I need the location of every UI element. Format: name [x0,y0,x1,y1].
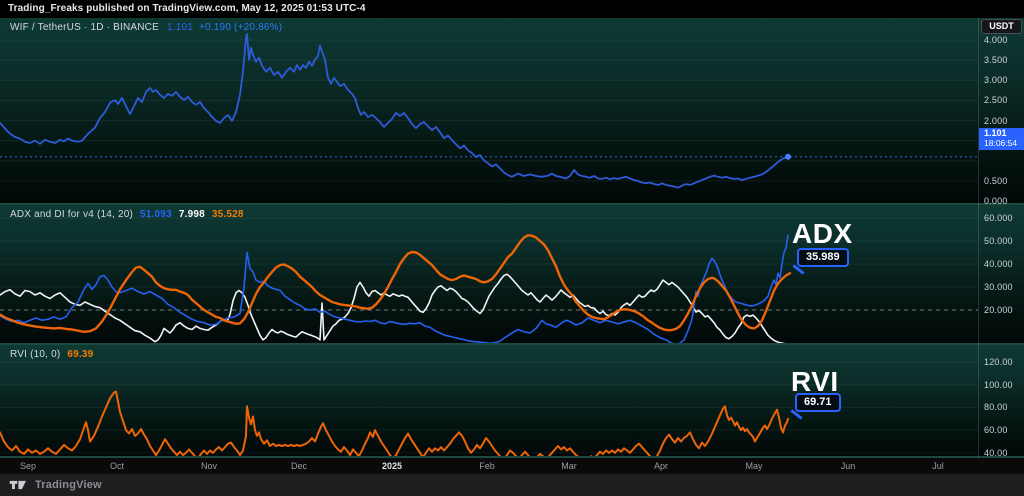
x-tick: 2025 [381,461,403,471]
rvi-indicator-title[interactable]: RVI (10, 0) [10,349,61,360]
price-chart-canvas[interactable] [0,18,978,205]
adx-value-orange: 35.528 [211,209,244,220]
rvi-y-tick: 120.00 [984,357,1013,367]
tradingview-logo-icon[interactable] [7,478,31,492]
rvi-indicator-header[interactable]: RVI (10, 0) 69.39 [10,349,93,360]
last-price: 1.101 [166,22,194,33]
series-di-plus-blue[interactable] [0,234,789,344]
adx-annotation-label[interactable]: ADX [792,218,853,249]
badge-countdown: 18:06:54 [984,138,1018,148]
rvi-pane[interactable]: RVI (10, 0) 69.39 [0,345,1024,458]
last-price-marker [785,153,791,160]
rvi-value-orange: 69.39 [67,349,94,360]
price-y-tick: 3.500 [984,55,1008,65]
attribution-bar: Trading_Freaks published on TradingView.… [0,0,1024,18]
brand-bar: TradingView [0,474,1024,496]
symbol-title[interactable]: WIF / TetherUS · 1D · BINANCE [10,22,159,33]
series-close[interactable] [0,33,789,189]
adx-pane[interactable]: ADX and DI for v4 (14, 20) 51.093 7.998 35.… [0,205,1024,345]
adx-y-tick: 60.000 [984,213,1013,223]
x-tick: Nov [200,461,218,471]
x-tick: Mar [561,461,577,471]
price-y-tick: 0.500 [984,176,1008,186]
adx-indicator-header[interactable]: ADX and DI for v4 (14, 20) 51.093 7.998 35.… [10,209,244,220]
attribution-text: Trading_Freaks published on TradingView.… [8,3,366,14]
x-tick: May [745,461,763,471]
x-tick: Jun [840,461,856,471]
x-tick: Apr [653,461,669,471]
rvi-annotation-callout[interactable]: 69.71 [795,393,841,412]
adx-annotation-callout[interactable]: 35.989 [797,248,849,267]
price-change: +0.190 (+20.86%) [199,22,283,33]
badge-price: 1.101 [984,128,1007,138]
price-y-tick: 2.000 [984,116,1008,126]
rvi-y-tick: 40.00 [984,448,1008,458]
adx-value-white: 7.998 [178,209,205,220]
price-axis-separator [978,18,979,458]
adx-y-tick: 50.000 [984,236,1013,246]
adx-y-axis[interactable]: 60.000 50.000 40.000 30.000 20.000 [979,205,1024,345]
series-adx-orange[interactable] [0,234,792,334]
adx-y-tick: 40.000 [984,259,1013,269]
rvi-y-tick: 100.00 [984,380,1013,390]
price-y-tick: 0.000 [984,196,1008,206]
symbol-header[interactable]: WIF / TetherUS · 1D · BINANCE 1.101 +0.190… [10,22,282,33]
currency-toggle-button[interactable]: USDT [981,19,1022,34]
price-y-tick: 4.000 [984,35,1008,45]
rvi-annotation-label[interactable]: RVI [791,366,839,397]
adx-indicator-title[interactable]: ADX and DI for v4 (14, 20) [10,209,134,220]
series-rvi-orange[interactable] [0,390,789,459]
x-tick: Oct [109,461,125,471]
price-y-tick: 2.500 [984,95,1008,105]
adx-value-blue: 51.093 [140,209,172,220]
tradingview-brand-link[interactable]: TradingView [35,479,102,491]
x-tick: Feb [479,461,495,471]
adx-y-tick: 20.000 [984,305,1013,315]
rvi-y-axis[interactable]: 120.00 100.00 80.00 60.00 40.00 [979,345,1024,458]
rvi-y-tick: 80.00 [984,402,1008,412]
time-axis[interactable]: Sep Oct Nov Dec 2025 Feb Mar Apr May Jun Jul [0,458,1024,474]
adx-y-tick: 30.000 [984,282,1013,292]
x-tick: Dec [290,461,308,471]
last-price-badge: 1.101 18:06:54 [979,128,1024,150]
rvi-chart-canvas[interactable] [0,345,978,458]
x-tick: Sep [19,461,37,471]
x-tick: Jul [932,461,944,471]
rvi-y-tick: 60.00 [984,425,1008,435]
price-y-tick: 3.000 [984,75,1008,85]
series-di-minus-white[interactable] [0,273,795,345]
price-pane[interactable]: WIF / TetherUS · 1D · BINANCE 1.101 +0.190… [0,18,1024,205]
